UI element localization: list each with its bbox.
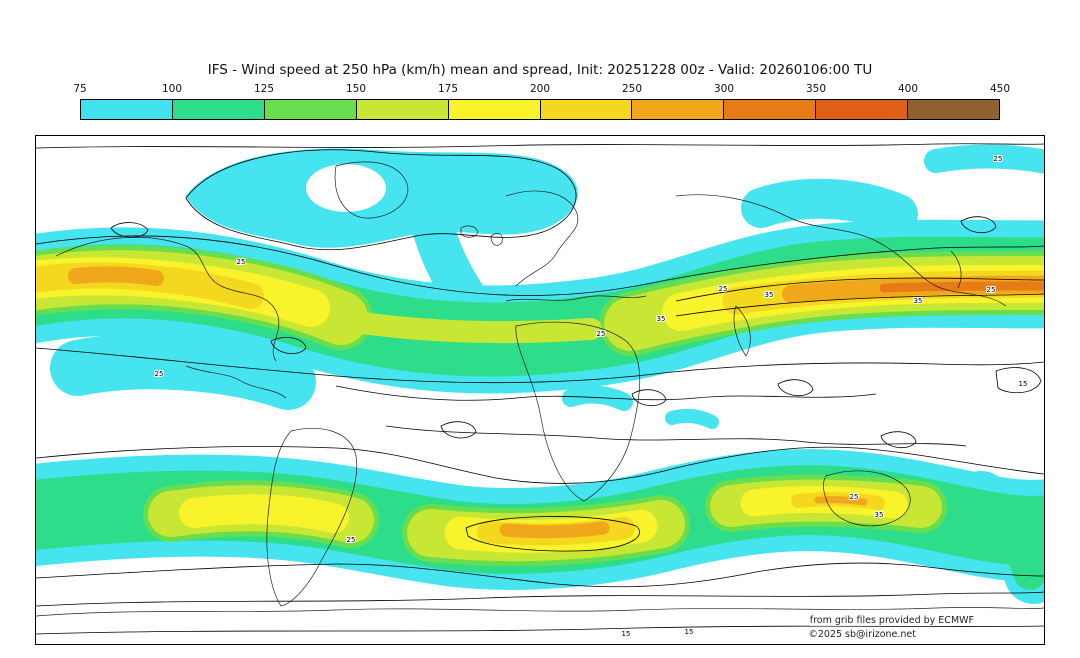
colorbar-tick-label: 300 xyxy=(713,83,735,95)
colorbar-segment xyxy=(447,100,540,119)
contour-label-25: 25 xyxy=(347,536,356,544)
colorbar-tick-label: 125 xyxy=(253,83,275,95)
colorbar-tick-label: 75 xyxy=(73,83,87,95)
colorbar-tick-label: 450 xyxy=(989,83,1011,95)
contour-label-15: 15 xyxy=(1019,380,1028,388)
colorbar-segment xyxy=(539,100,632,119)
colorbar-tick-label: 250 xyxy=(621,83,643,95)
contour-label-35: 35 xyxy=(914,297,923,305)
contour-label-15: 15 xyxy=(685,628,694,636)
wind-speed-fill-arctic xyxy=(186,148,578,248)
attribution-copyright: ©2025 sb@irizone.net xyxy=(808,629,916,640)
chart-title: IFS - Wind speed at 250 hPa (km/h) mean … xyxy=(207,62,873,78)
world-map: 25 25 25 25 25 25 25 25 35 35 35 35 15 1… xyxy=(35,135,1045,645)
colorbar-segment xyxy=(171,100,264,119)
contour-label-35: 35 xyxy=(765,291,774,299)
colorbar-segment xyxy=(263,100,356,119)
colorbar-tick-label: 150 xyxy=(345,83,367,95)
colorbar-tick-label: 100 xyxy=(161,83,183,95)
contour-label-25: 25 xyxy=(987,286,996,294)
contour-label-15: 15 xyxy=(622,630,631,638)
colorbar xyxy=(80,99,1000,120)
map-canvas: 25 25 25 25 25 25 25 25 35 35 35 35 15 1… xyxy=(36,136,1044,644)
contour-label-25: 25 xyxy=(719,285,728,293)
contour-label-25: 25 xyxy=(155,370,164,378)
contour-label-25: 25 xyxy=(597,330,606,338)
contour-label-25: 25 xyxy=(850,493,859,501)
contour-label-25: 25 xyxy=(994,155,1003,163)
colorbar-tick-label: 175 xyxy=(437,83,459,95)
spread-contours xyxy=(36,143,1044,635)
colorbar-ticks: 75 100 125 150 175 200 250 300 350 400 450 xyxy=(73,83,1010,97)
contour-label-35: 35 xyxy=(875,511,884,519)
colorbar-segment xyxy=(355,100,448,119)
contour-labels: 25 25 25 25 25 25 25 25 35 35 35 35 15 1… xyxy=(154,154,1029,639)
colorbar-segment xyxy=(907,100,1000,119)
wind-speed-fill-dark-orange xyxy=(879,281,1044,293)
colorbar-tick-label: 400 xyxy=(897,83,919,95)
attribution-ecmwf: from grib files provided by ECMWF xyxy=(809,615,974,626)
colorbar-tick-label: 350 xyxy=(805,83,827,95)
contour-label-35: 35 xyxy=(657,315,666,323)
colorbar-segment xyxy=(723,100,816,119)
colorbar-segment xyxy=(631,100,724,119)
colorbar-segment xyxy=(81,100,172,119)
contour-label-25: 25 xyxy=(237,258,246,266)
colorbar-segment xyxy=(815,100,908,119)
colorbar-tick-label: 200 xyxy=(529,83,551,95)
